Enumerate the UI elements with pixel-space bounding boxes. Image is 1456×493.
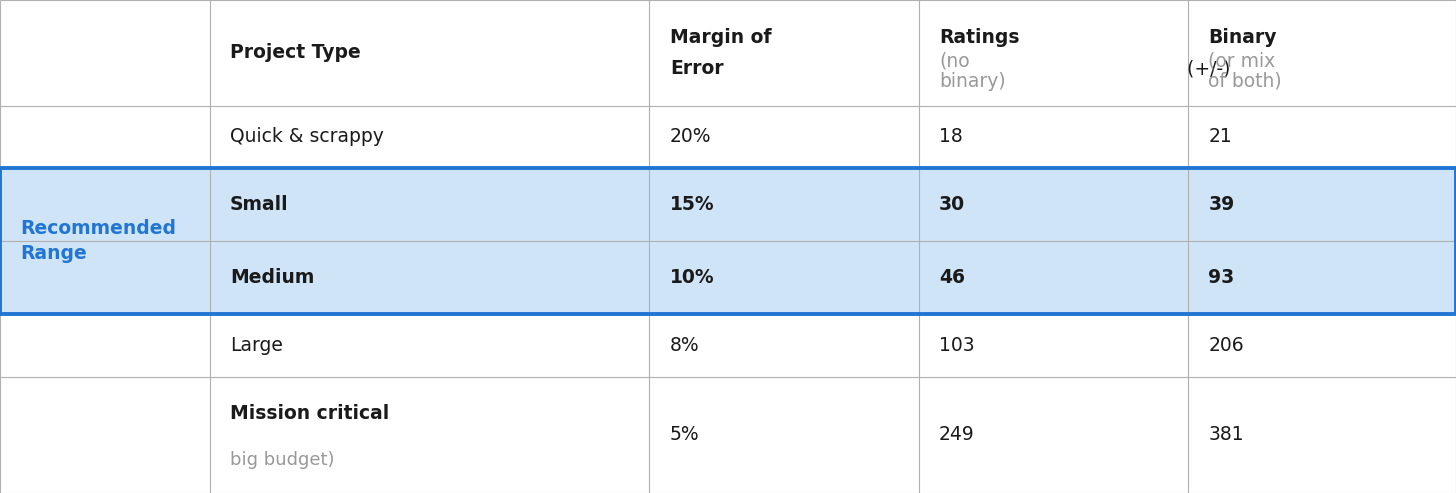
Text: Medium: Medium [230, 268, 314, 287]
Text: 93: 93 [1208, 268, 1235, 287]
Text: Mission critical: Mission critical [230, 404, 389, 423]
Text: (or mix: (or mix [1208, 52, 1275, 71]
Text: big budget): big budget) [230, 452, 335, 469]
Bar [1188, 241, 1456, 314]
Bar [0, 241, 210, 314]
Bar [649, 168, 919, 241]
Bar [1188, 0, 1456, 106]
Bar [649, 241, 919, 314]
Text: 249: 249 [939, 425, 976, 444]
Text: 18: 18 [939, 127, 962, 146]
Bar [210, 314, 649, 377]
Bar [210, 377, 649, 493]
Bar [919, 314, 1188, 377]
Text: (+/-): (+/-) [1181, 59, 1230, 78]
Text: 39: 39 [1208, 195, 1235, 214]
Text: Margin of: Margin of [670, 28, 772, 47]
Text: 46: 46 [939, 268, 965, 287]
Text: 15%: 15% [670, 195, 715, 214]
Bar [210, 0, 649, 106]
Bar [919, 0, 1188, 106]
Bar [919, 106, 1188, 168]
Text: of both): of both) [1208, 72, 1283, 91]
Bar [1188, 377, 1456, 493]
Text: Small: Small [230, 195, 288, 214]
Text: Recommended
Range: Recommended Range [20, 219, 176, 263]
Bar [649, 377, 919, 493]
Text: (no: (no [939, 52, 970, 71]
Bar [0, 168, 210, 241]
Bar [210, 241, 649, 314]
Bar [210, 168, 649, 241]
Bar [0, 0, 210, 106]
Bar [919, 377, 1188, 493]
Text: 5%: 5% [670, 425, 699, 444]
Bar [649, 106, 919, 168]
Text: 381: 381 [1208, 425, 1243, 444]
Bar [210, 106, 649, 168]
Bar [1188, 168, 1456, 241]
Text: Project Type: Project Type [230, 43, 361, 62]
Text: Binary: Binary [1208, 28, 1277, 47]
Bar [649, 0, 919, 106]
Text: 30: 30 [939, 195, 965, 214]
Text: 20%: 20% [670, 127, 712, 146]
Bar [0, 314, 210, 377]
Text: 8%: 8% [670, 336, 699, 355]
Bar [919, 241, 1188, 314]
Bar [0, 106, 210, 168]
Text: 10%: 10% [670, 268, 715, 287]
Text: Large: Large [230, 336, 282, 355]
Text: 103: 103 [939, 336, 974, 355]
Text: 206: 206 [1208, 336, 1243, 355]
Text: 21: 21 [1208, 127, 1232, 146]
Text: Quick & scrappy: Quick & scrappy [230, 127, 384, 146]
Bar [1188, 314, 1456, 377]
Bar [0, 377, 210, 493]
Bar [1188, 106, 1456, 168]
Text: binary): binary) [939, 72, 1006, 91]
Bar [649, 314, 919, 377]
Bar [919, 168, 1188, 241]
Text: Error: Error [670, 59, 724, 78]
Text: Ratings: Ratings [939, 28, 1019, 47]
